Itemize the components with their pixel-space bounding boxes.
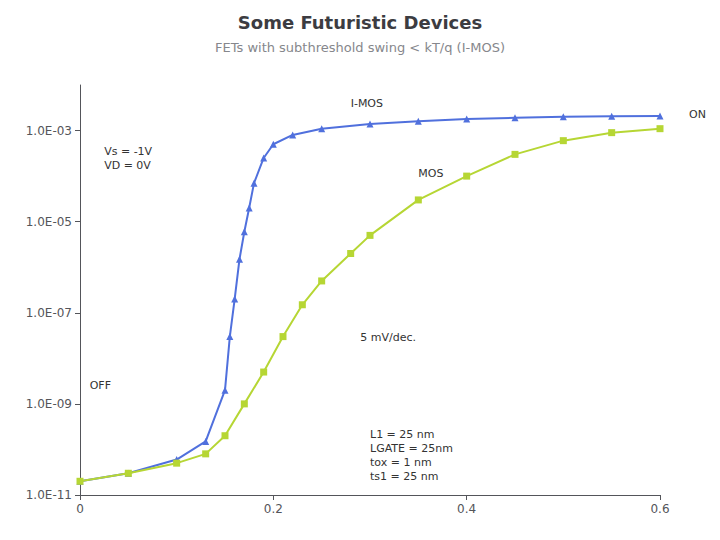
svg-text:0: 0: [76, 502, 84, 516]
svg-text:1.0E-11: 1.0E-11: [26, 488, 72, 502]
svg-text:Vs = -1V: Vs = -1V: [104, 145, 152, 158]
svg-text:1.0E-07: 1.0E-07: [26, 306, 72, 320]
svg-text:MOS: MOS: [418, 167, 443, 180]
svg-text:FETs with subthreshold swing <: FETs with subthreshold swing < kT/q (I-M…: [215, 40, 505, 55]
svg-text:0.2: 0.2: [264, 502, 283, 516]
svg-text:VD = 0V: VD = 0V: [104, 159, 151, 172]
svg-text:tox = 1 nm: tox = 1 nm: [370, 456, 432, 469]
svg-text:OFF: OFF: [90, 379, 111, 392]
svg-text:0.4: 0.4: [457, 502, 476, 516]
svg-text:0.6: 0.6: [650, 502, 669, 516]
svg-text:LGATE = 25nm: LGATE = 25nm: [370, 442, 453, 455]
svg-text:L1 = 25 nm: L1 = 25 nm: [370, 428, 435, 441]
svg-text:5 mV/dec.: 5 mV/dec.: [360, 331, 416, 344]
svg-text:ON: ON: [689, 108, 706, 121]
svg-text:1.0E-05: 1.0E-05: [26, 215, 72, 229]
svg-text:ts1 = 25 nm: ts1 = 25 nm: [370, 470, 438, 483]
svg-text:Some Futuristic Devices: Some Futuristic Devices: [238, 12, 482, 33]
svg-text:1.0E-03: 1.0E-03: [26, 124, 72, 138]
svg-text:I-MOS: I-MOS: [351, 97, 383, 110]
svg-text:1.0E-09: 1.0E-09: [26, 397, 72, 411]
